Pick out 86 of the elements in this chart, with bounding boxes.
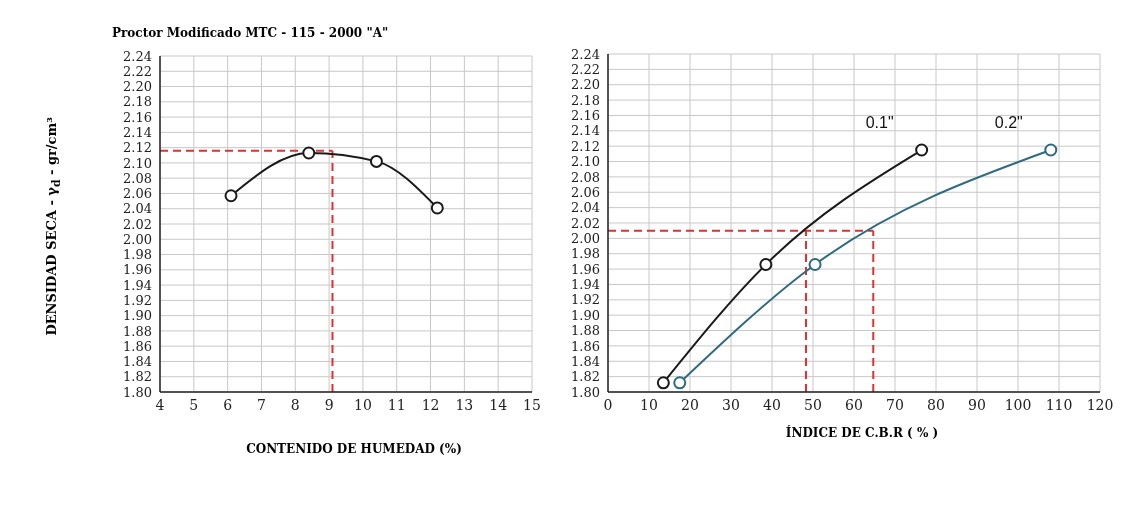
x-tick-label: 0 <box>603 396 613 413</box>
y-tick-label: 2.22 <box>123 63 152 79</box>
x-axis-title: ÍNDICE DE C.B.R ( % ) <box>784 426 940 440</box>
y-tick-label: 1.80 <box>123 384 152 400</box>
y-tick-label: 1.80 <box>571 384 600 400</box>
y-tick-label: 2.16 <box>571 108 600 124</box>
y-tick-label: 1.88 <box>123 323 152 339</box>
x-tick-label: 70 <box>886 396 904 413</box>
point <box>1044 143 1058 157</box>
x-tick-label: 11 <box>387 396 406 413</box>
y-tick-label: 1.82 <box>123 369 152 385</box>
x-tick-label: 13 <box>455 396 474 413</box>
y-tick-label: 1.84 <box>571 353 600 369</box>
x-tick-label: 110 <box>1045 396 1073 413</box>
x-tick-label: 50 <box>804 396 822 413</box>
y-tick-label: 1.96 <box>571 261 600 277</box>
y-tick-label: 2.06 <box>123 186 152 202</box>
x-tick-label: 10 <box>640 396 658 413</box>
y-tick-label: 1.92 <box>123 292 152 308</box>
y-tick-label: 1.86 <box>123 338 152 354</box>
y-tick-label: 2.04 <box>123 201 152 217</box>
series-label: 0.2" <box>994 114 1023 132</box>
y-tick-label: 2.22 <box>571 61 600 77</box>
point <box>808 257 822 271</box>
y-tick-label: 1.98 <box>123 247 152 263</box>
y-tick-label: 1.92 <box>571 292 600 308</box>
y-tick-label: 2.24 <box>123 48 152 64</box>
point <box>673 376 687 390</box>
y-tick-label: 2.00 <box>571 230 600 246</box>
x-tick-label: 60 <box>845 396 863 413</box>
y-tick-label: 1.90 <box>123 308 152 324</box>
y-tick-label: 1.86 <box>571 338 600 354</box>
x-tick-label: 7 <box>256 396 266 413</box>
y-tick-label: 2.16 <box>123 109 152 125</box>
y-tick-label: 2.08 <box>571 169 600 185</box>
y-tick-label: 2.04 <box>571 200 600 216</box>
y-tick-label: 2.06 <box>571 184 600 200</box>
x-tick-label: 80 <box>927 396 945 413</box>
y-tick-label: 1.82 <box>571 369 600 385</box>
x-tick-label: 8 <box>290 396 300 413</box>
x-tick-label: 20 <box>681 396 699 413</box>
x-tick-label: 100 <box>1004 396 1032 413</box>
y-tick-label: 2.18 <box>571 92 600 108</box>
point <box>759 257 773 271</box>
x-axis-title: CONTENIDO DE HUMEDAD (%) <box>245 442 463 456</box>
x-tick-label: 4 <box>155 396 165 413</box>
y-tick-label: 2.10 <box>123 155 152 171</box>
series-label: 0.1" <box>865 114 894 132</box>
x-tick-label: 40 <box>763 396 781 413</box>
y-tick-label: 2.02 <box>571 215 600 231</box>
y-tick-label: 1.98 <box>571 246 600 262</box>
y-tick-label: 2.18 <box>123 94 152 110</box>
y-tick-label: 2.20 <box>123 79 152 95</box>
x-tick-label: 30 <box>722 396 740 413</box>
y-tick-label: 1.94 <box>571 277 600 293</box>
y-tick-label: 2.02 <box>123 216 152 232</box>
chart-title: Proctor Modificado MTC - 115 - 2000 "A" <box>112 26 390 42</box>
y-tick-label: 1.88 <box>571 323 600 339</box>
point <box>224 189 238 203</box>
y-tick-label: 2.12 <box>123 140 152 156</box>
y-tick-label: 2.20 <box>571 77 600 93</box>
point <box>302 146 316 160</box>
point <box>430 201 444 215</box>
point <box>656 376 670 390</box>
x-tick-label: 14 <box>489 396 508 413</box>
x-tick-label: 12 <box>421 396 440 413</box>
y-tick-label: 1.94 <box>123 277 152 293</box>
x-tick-label: 15 <box>523 396 541 413</box>
y-tick-label: 1.96 <box>123 262 152 278</box>
x-tick-label: 6 <box>223 396 233 413</box>
y-tick-label: 2.10 <box>571 154 600 170</box>
point <box>369 154 383 168</box>
y-tick-label: 2.12 <box>571 138 600 154</box>
x-tick-label: 90 <box>968 396 986 413</box>
y-tick-label: 1.90 <box>571 307 600 323</box>
x-tick-label: 5 <box>189 396 199 413</box>
point <box>915 143 929 157</box>
y-tick-label: 2.00 <box>123 231 152 247</box>
y-tick-label: 2.24 <box>571 46 600 62</box>
x-tick-label: 10 <box>354 396 372 413</box>
y-tick-label: 2.14 <box>123 124 152 140</box>
y-tick-label: 1.84 <box>123 354 152 370</box>
x-tick-label: 120 <box>1086 396 1114 413</box>
y-tick-label: 2.08 <box>123 170 152 186</box>
y-tick-label: 2.14 <box>571 123 600 139</box>
x-tick-label: 9 <box>324 396 334 413</box>
